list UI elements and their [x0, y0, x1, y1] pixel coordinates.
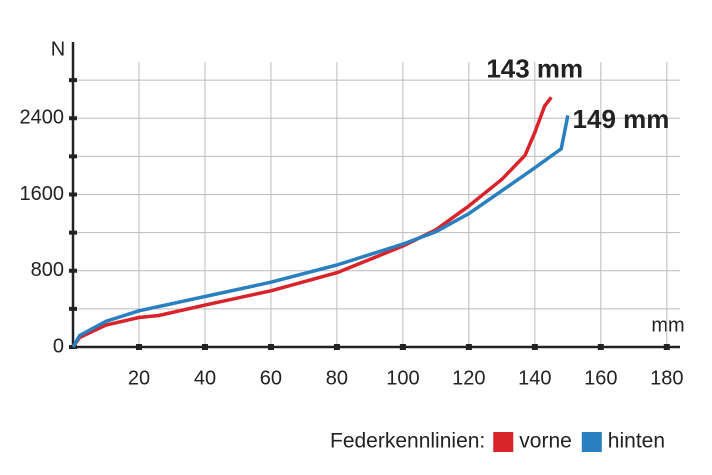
x-tick — [465, 344, 472, 350]
legend-label: hinten — [608, 430, 665, 453]
legend-swatch — [493, 432, 514, 452]
x-tick-label: 100 — [386, 367, 419, 389]
series-line — [71, 96, 553, 348]
x-tick-label: 140 — [518, 367, 551, 389]
x-tick-label: 160 — [584, 367, 617, 389]
x-axis-label: mm — [651, 314, 684, 336]
y-tick — [69, 192, 77, 197]
x-tick — [267, 344, 274, 350]
x-tick — [663, 344, 670, 350]
legend-title: Federkennlinien: — [330, 430, 485, 453]
y-tick-label: 2400 — [20, 107, 65, 129]
x-tick-label: 120 — [452, 367, 485, 389]
x-tick — [201, 344, 208, 350]
annotation: 143 mm — [486, 53, 583, 83]
annotation: 149 mm — [573, 104, 670, 134]
y-tick-label: 1600 — [20, 183, 65, 205]
x-tick — [135, 344, 142, 350]
y-tick — [69, 78, 77, 83]
y-axis-label: N — [51, 38, 65, 60]
y-tick — [69, 116, 77, 121]
x-tick — [597, 344, 604, 350]
y-tick — [69, 154, 77, 159]
x-tick — [399, 344, 406, 350]
series-line — [71, 115, 570, 348]
x-tick-label: 40 — [194, 367, 216, 389]
x-tick-label: 60 — [260, 367, 282, 389]
x-tick-label: 80 — [326, 367, 348, 389]
x-tick — [531, 344, 538, 350]
x-tick — [333, 344, 340, 350]
y-tick — [69, 230, 77, 235]
y-tick — [69, 306, 77, 311]
legend-swatch — [581, 432, 602, 452]
x-tick-label: 180 — [650, 367, 683, 389]
legend-label: vorne — [519, 430, 572, 453]
y-tick — [69, 268, 77, 273]
y-tick-label: 0 — [53, 335, 64, 357]
x-tick-label: 20 — [128, 367, 150, 389]
y-tick-label: 800 — [31, 259, 64, 281]
